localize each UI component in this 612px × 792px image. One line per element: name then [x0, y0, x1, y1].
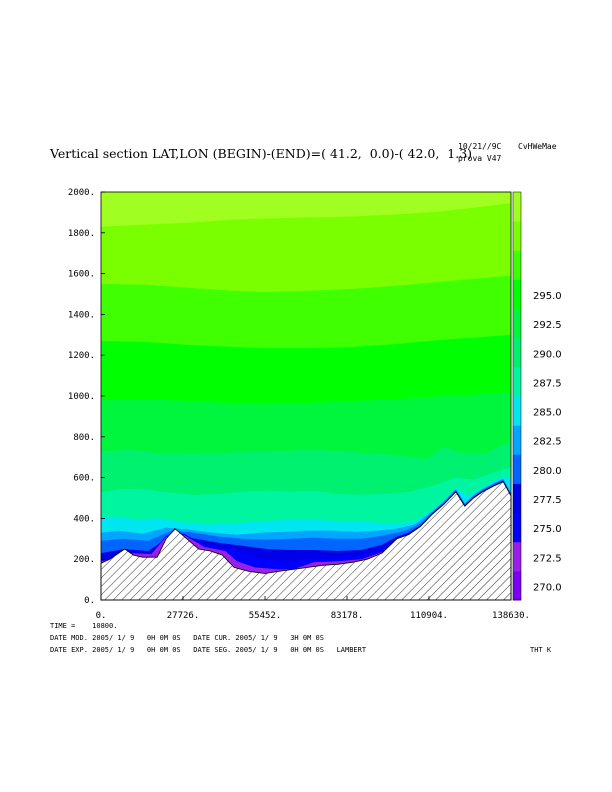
- run-name: prova V47: [458, 154, 502, 163]
- colorbar-frame: [512, 191, 522, 601]
- time-label: TIME = 10800.: [50, 622, 118, 630]
- y-tick-label: 2000.: [68, 188, 95, 198]
- colorbar-label: 275.0: [533, 524, 562, 535]
- colorbar-swatch: [513, 192, 521, 222]
- date-line-2: DATE EXP. 2005/ 1/ 9 0H 0M 0S DATE SEG. …: [50, 646, 367, 654]
- colorbar-swatch: [513, 454, 521, 484]
- y-tick-label: 1200.: [68, 351, 95, 361]
- run-date: 10/21//9C: [458, 142, 502, 151]
- y-tick-label: 800.: [73, 433, 95, 443]
- colorbar-swatch: [513, 425, 521, 455]
- colorbar-swatch: [513, 396, 521, 426]
- colorbar-swatch: [513, 570, 521, 601]
- colorbar: 270.0 272.5 275.0 277.5 280.0 282.5 285.0 287.5…: [512, 191, 562, 601]
- date-line-1: DATE MOD. 2005/ 1/ 9 0H 0M 0S DATE CUR. …: [50, 634, 324, 642]
- colorbar-swatch: [513, 512, 521, 543]
- colorbar-label: 280.0: [533, 466, 562, 477]
- y-tick-label: 0.: [84, 596, 95, 606]
- colorbar-label: 290.0: [533, 349, 562, 360]
- colorbar-swatch: [513, 250, 521, 280]
- colorbar-label: 292.5: [533, 320, 562, 331]
- colorbar-swatch: [513, 337, 521, 368]
- variable-label: THT K: [530, 646, 552, 654]
- chart-title: Vertical section LAT,LON (BEGIN)-(END)=(…: [50, 146, 473, 161]
- colorbar-label: 270.0: [533, 582, 562, 593]
- run-id: CvHWeMae: [518, 142, 557, 151]
- colorbar-label: 272.5: [533, 553, 562, 564]
- x-tick-label: 83178.: [331, 611, 364, 621]
- colorbar-label: 287.5: [533, 378, 562, 389]
- terrain-polygon: [100, 481, 512, 601]
- y-tick-label: 600.: [73, 474, 95, 484]
- colorbar-swatch: [513, 366, 521, 397]
- colorbar-swatch: [513, 541, 521, 572]
- colorbar-label: 295.0: [533, 291, 562, 302]
- y-tick-label: 200.: [73, 555, 95, 565]
- colorbar-swatch: [513, 483, 521, 514]
- y-tick-label: 400.: [73, 514, 95, 524]
- x-tick-label: 138630.: [492, 611, 530, 621]
- y-tick-label: 1400.: [68, 310, 95, 320]
- colorbar-label: 285.0: [533, 408, 562, 419]
- x-tick-label: 27726.: [167, 611, 200, 621]
- axes: 0. 200. 400. 600. 800. 1000. 1200. 1400. 1600. 18…: [68, 188, 530, 621]
- colorbar-swatch: [513, 221, 521, 251]
- y-tick-label: 1600.: [68, 270, 95, 280]
- x-tick-label: 55452.: [249, 611, 282, 621]
- y-tick-label: 1000.: [68, 392, 95, 402]
- colorbar-label: 277.5: [533, 495, 562, 506]
- colorbar-swatch: [513, 308, 521, 339]
- terrain: [100, 481, 512, 601]
- x-tick-label: 0.: [96, 611, 107, 621]
- colorbar-swatch: [513, 279, 521, 310]
- colorbar-label: 282.5: [533, 437, 562, 448]
- x-tick-label: 110904.: [410, 611, 448, 621]
- y-tick-label: 1800.: [68, 229, 95, 239]
